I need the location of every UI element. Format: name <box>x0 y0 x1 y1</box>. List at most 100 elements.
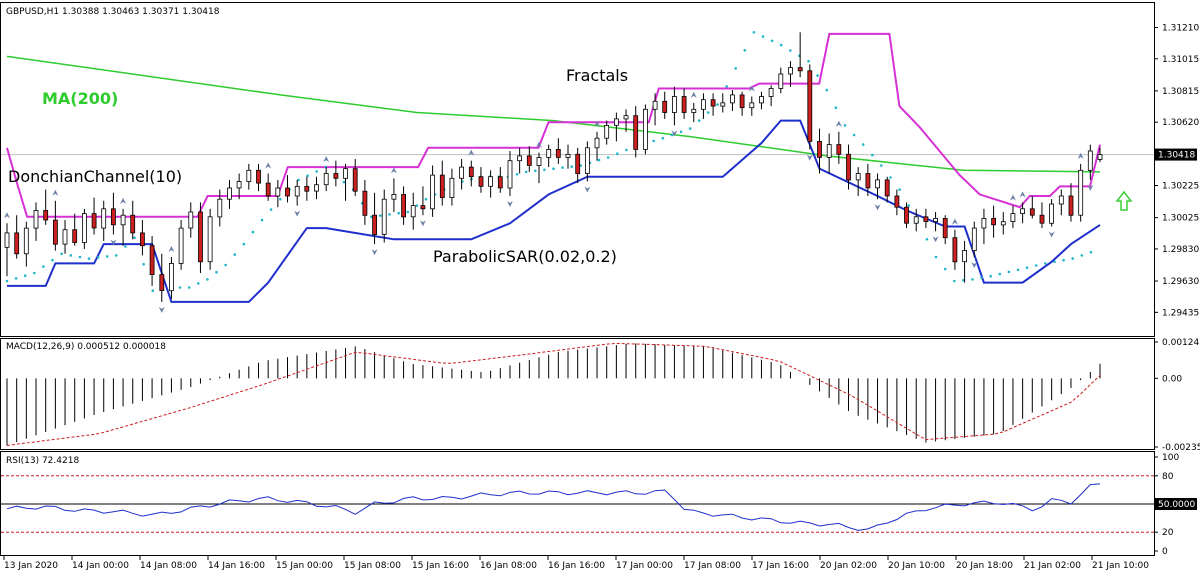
psar-dot <box>688 127 692 130</box>
fractal-up-icon <box>323 156 330 163</box>
fractal-down-icon <box>806 154 813 161</box>
psar-dot <box>142 262 145 266</box>
time-tick-label: 17 Jan 00:00 <box>616 561 673 571</box>
candle-bull <box>1020 208 1025 215</box>
psar-dot <box>871 153 874 157</box>
candle-bull <box>33 209 39 229</box>
last-price-label: 1.30418 <box>1158 151 1195 161</box>
fractal-up-icon <box>594 120 601 127</box>
psar-dot <box>315 170 319 173</box>
candle-bull <box>749 102 755 109</box>
candle-bull <box>614 118 619 126</box>
candle-bull <box>962 250 967 263</box>
candle-bull <box>933 217 938 222</box>
time-tick-label: 14 Jan 08:00 <box>140 561 197 571</box>
candle-bull <box>459 166 465 179</box>
candle-bull <box>701 99 706 110</box>
candle-bull <box>546 148 552 158</box>
candle-bear <box>362 190 368 216</box>
psar-dot <box>734 67 737 70</box>
candle-bull <box>4 232 10 248</box>
psar-dot <box>515 173 519 176</box>
candle-bear <box>807 70 813 142</box>
candle-bull <box>875 179 880 189</box>
fractal-up-icon <box>468 149 475 156</box>
psar-dot <box>1071 257 1074 260</box>
psar-dot <box>934 255 938 259</box>
psar-dot <box>78 255 82 259</box>
candle-bear <box>797 67 803 72</box>
candle-bear <box>139 232 145 247</box>
psar-dot <box>779 43 783 47</box>
psar-dot <box>752 31 756 34</box>
psar-dot <box>998 272 1002 276</box>
annotation-ma200: MA(200) <box>42 89 118 108</box>
psar-dot <box>670 133 674 137</box>
candle-bear <box>633 115 639 150</box>
psar-dot <box>679 130 683 134</box>
time-tick-label: 17 Jan 16:00 <box>752 561 809 571</box>
psar-dot <box>625 148 628 152</box>
candle-bull <box>188 211 194 229</box>
candle-bull <box>1087 150 1093 171</box>
fractal-up-icon <box>835 120 842 127</box>
psar-dot <box>105 255 109 258</box>
candle-bull <box>430 174 436 210</box>
candle-bull <box>168 262 174 292</box>
psar-dot <box>807 59 810 63</box>
psar-dot <box>242 242 246 246</box>
candle-bull <box>62 229 68 245</box>
psar-dot <box>980 276 983 280</box>
fractal-up-icon <box>120 197 127 204</box>
candle-bear <box>265 182 271 197</box>
psar-dot <box>151 289 154 293</box>
psar-dot <box>880 164 883 167</box>
candle-bull <box>1058 195 1064 205</box>
up-arrow-icon <box>1115 190 1133 211</box>
price-tick-label: 1.31210 <box>1162 23 1199 33</box>
psar-dot <box>224 263 227 267</box>
psar-dot <box>898 188 901 191</box>
candle-bull <box>1000 221 1006 226</box>
time-tick-label: 20 Jan 18:00 <box>956 561 1013 571</box>
candle-bear <box>497 176 503 189</box>
candle-bull <box>217 198 223 218</box>
candle-bull <box>178 227 184 264</box>
candle-bull <box>730 94 735 104</box>
candle-bull <box>381 198 387 235</box>
fractal-up-icon <box>52 189 59 196</box>
fractal-up-icon <box>390 167 397 174</box>
candle-bull <box>971 227 977 252</box>
psar-dot <box>96 256 100 259</box>
time-tick-label: 20 Jan 02:00 <box>820 561 877 571</box>
candle-bear <box>942 217 948 239</box>
time-tick-label: 20 Jan 10:00 <box>888 561 945 571</box>
axis-layer: 1.31210 1.31015 1.30815 1.30620 1.30225 1.300… <box>3 23 1200 571</box>
psar-dot <box>187 286 191 289</box>
psar-dot <box>215 270 218 274</box>
annotation-psar: ParabolicSAR(0.02,0.2) <box>433 247 617 266</box>
psar-dot <box>743 49 747 52</box>
psar-dot <box>761 35 765 38</box>
candle-bull <box>691 108 697 113</box>
psar-dot <box>269 208 273 211</box>
candle-bull <box>1049 203 1054 224</box>
psar-dot <box>652 139 655 143</box>
fractal-down-icon <box>932 236 939 243</box>
fractal-down-icon <box>874 204 881 211</box>
time-tick-label: 21 Jan 02:00 <box>1024 561 1081 571</box>
candle-bear <box>555 148 561 158</box>
psar-dot <box>197 282 200 285</box>
psar-dot <box>1089 250 1093 254</box>
candle-bear <box>710 99 716 107</box>
candle-bear <box>420 205 426 210</box>
fractal-up-icon <box>748 85 755 92</box>
candle-bear <box>836 144 842 155</box>
psar-dot <box>852 133 856 137</box>
psar-dot <box>843 124 847 127</box>
candle-bull <box>594 137 600 149</box>
psar-dot <box>616 152 619 155</box>
macd-layer <box>6 342 1101 446</box>
psar-dot <box>279 197 282 201</box>
